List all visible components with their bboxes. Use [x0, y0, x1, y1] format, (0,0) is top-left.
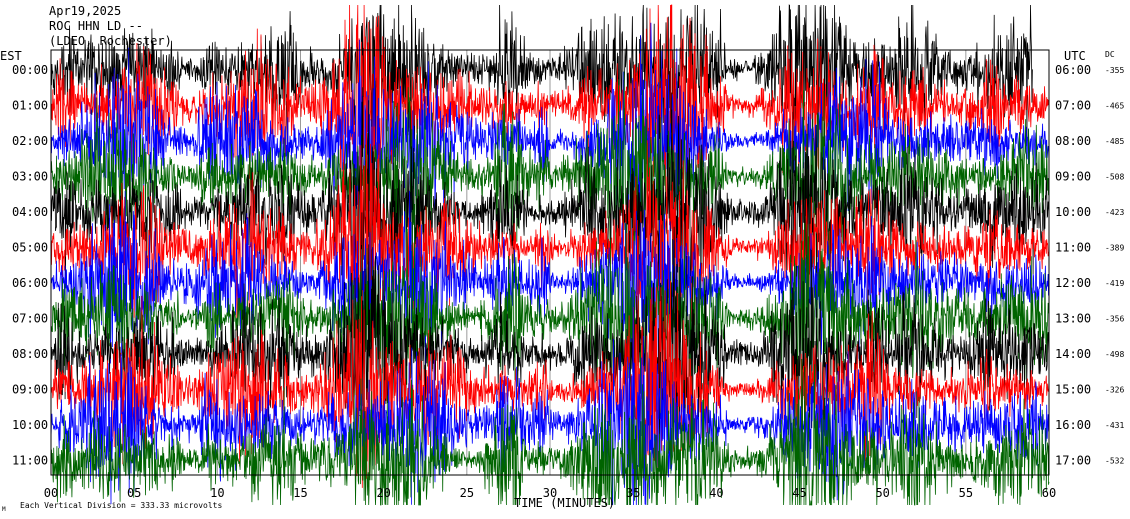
utc-hour-label: 09:00: [1055, 170, 1091, 184]
dc-offset-label: -419: [1105, 279, 1124, 288]
utc-hour-label: 08:00: [1055, 134, 1091, 148]
est-hour-label: 08:00: [12, 347, 48, 361]
x-tick-label: 50: [875, 486, 889, 500]
utc-hour-label: 12:00: [1055, 276, 1091, 290]
dc-offset-label: -326: [1105, 386, 1124, 395]
est-hour-label: 02:00: [12, 134, 48, 148]
x-tick-label: 10: [210, 486, 224, 500]
x-tick-label: 40: [709, 486, 723, 500]
x-tick-label: 25: [460, 486, 474, 500]
dc-offset-label: -431: [1105, 421, 1124, 430]
est-hour-label: 05:00: [12, 241, 48, 255]
seismic-trace-row: [50, 291, 1050, 506]
dc-offset-label: -485: [1105, 137, 1124, 146]
header-station: ROC HHN LD --: [49, 19, 143, 33]
seismic-trace-row: [50, 71, 1050, 298]
utc-hour-label: 07:00: [1055, 99, 1091, 113]
x-tick-label: 30: [543, 486, 557, 500]
utc-hour-label: 06:00: [1055, 63, 1091, 77]
dc-offset-label: -498: [1105, 350, 1124, 359]
est-hour-label: 06:00: [12, 276, 48, 290]
utc-hour-label: 11:00: [1055, 241, 1091, 255]
seismic-trace-row: [50, 4, 1033, 183]
utc-hour-label: 15:00: [1055, 383, 1091, 397]
left-axis-title: EST: [0, 49, 22, 63]
dc-offset-label: -465: [1105, 102, 1124, 111]
dc-offset-label: -389: [1105, 244, 1124, 253]
est-hour-label: 00:00: [12, 63, 48, 77]
plot-frame: [50, 49, 1050, 476]
utc-hour-label: 13:00: [1055, 312, 1091, 326]
est-hour-label: 11:00: [12, 454, 48, 468]
est-hour-label: 03:00: [12, 170, 48, 184]
scale-note: Each Vertical Division = 333.33 microvol…: [20, 501, 222, 510]
right-axis-title: UTC: [1064, 49, 1086, 63]
x-tick-label: 45: [792, 486, 806, 500]
x-tick-label: 05: [127, 486, 141, 500]
est-hour-label: 10:00: [12, 418, 48, 432]
est-hour-label: 09:00: [12, 383, 48, 397]
header-date: Apr19,2025: [49, 4, 122, 18]
dc-offset-label: -532: [1105, 457, 1124, 466]
x-tick-label: 35: [626, 486, 640, 500]
seismic-trace-row: [50, 96, 1050, 398]
dc-offset-label: -355: [1105, 66, 1124, 75]
x-tick-label: 60: [1042, 486, 1056, 500]
utc-hour-label: 17:00: [1055, 454, 1091, 468]
dc-offset-label: -423: [1105, 208, 1124, 217]
x-axis-label: TIME (MINUTES): [514, 496, 615, 510]
est-hour-label: 01:00: [12, 99, 48, 113]
corner-mark: M: [2, 506, 6, 513]
seismic-trace-row: [50, 22, 1050, 275]
dc-offset-label: -356: [1105, 315, 1124, 324]
utc-hour-label: 10:00: [1055, 205, 1091, 219]
x-tick-label: 20: [376, 486, 390, 500]
dc-title: DC: [1105, 50, 1115, 59]
utc-hour-label: 14:00: [1055, 347, 1091, 361]
est-hour-label: 04:00: [12, 205, 48, 219]
est-hour-label: 07:00: [12, 312, 48, 326]
x-tick-label: 55: [959, 486, 973, 500]
seismic-trace-row: [50, 358, 1050, 506]
label-layer: 00 05 10 15 20 25 30 35 40 45 50 55 60 00:00 06:00 -355…: [12, 63, 1124, 500]
trace-layer: [50, 4, 1050, 506]
x-tick-label: 00: [44, 486, 58, 500]
utc-hour-label: 16:00: [1055, 418, 1091, 432]
dc-offset-label: -508: [1105, 173, 1124, 182]
x-tick-label: 15: [293, 486, 307, 500]
